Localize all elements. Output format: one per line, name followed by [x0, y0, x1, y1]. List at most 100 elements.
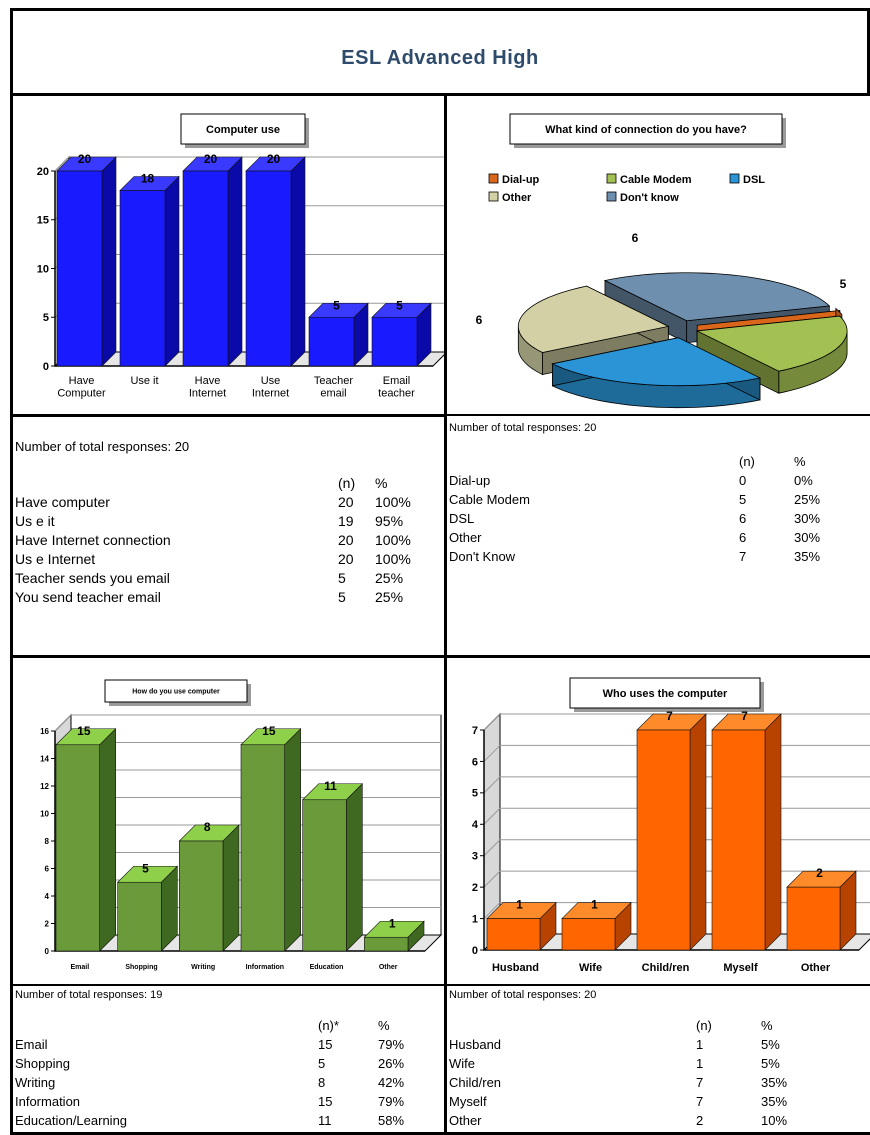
y-tick-label: 3	[472, 851, 478, 863]
cell-n: 7	[696, 1094, 704, 1109]
category-label: Other	[801, 962, 831, 974]
cell-label: Husband	[449, 1037, 502, 1052]
divider	[447, 984, 870, 986]
table-row: Other 2 10%	[449, 1111, 869, 1130]
computer-use-chart: Computer use0510152020HaveComputer18Use …	[37, 113, 444, 400]
y-tick-label: 12	[40, 782, 49, 791]
y-tick-label: 7	[472, 725, 478, 737]
data-label: 8	[204, 820, 211, 834]
pie-slice	[551, 337, 762, 387]
y-tick-label: 0	[45, 947, 50, 956]
table-row: Teacher sends you email 5 25%	[15, 569, 440, 588]
cell-pct: 42%	[378, 1075, 405, 1090]
data-label: 20	[78, 152, 92, 166]
table-row: Have computer 20 100%	[15, 493, 440, 512]
category-label: email	[320, 388, 346, 400]
cell-pct: 25%	[375, 570, 404, 586]
gridline-side	[483, 839, 501, 857]
category-label: Use it	[130, 375, 158, 387]
cell-pct: 35%	[761, 1075, 788, 1090]
data-label: 20	[267, 152, 281, 166]
data-label: 1	[389, 916, 396, 930]
category-label: Use	[261, 375, 281, 387]
cell-pct: 35%	[761, 1094, 788, 1109]
cell-n: 15	[318, 1037, 333, 1052]
chart-title: Computer use	[206, 124, 280, 136]
cell-n: 5	[338, 589, 346, 605]
chart-title: How do you use computer	[132, 688, 220, 695]
cell-label: DSL	[449, 511, 475, 526]
bar-side	[227, 156, 243, 367]
cell-n: 15	[318, 1094, 333, 1109]
who-uses-chart: Who uses the computer 0 1 2 3 4 5 6 7 1 Husband 1 Wi…	[472, 677, 870, 974]
table-row: Shopping 5 26%	[15, 1054, 440, 1073]
category-label: Email	[383, 375, 411, 387]
cell-label: Wife	[449, 1056, 475, 1071]
cell-pct: 58%	[378, 1113, 405, 1128]
connection-pie-chart: What kind of connection do you have? Dial…	[476, 113, 848, 409]
y-tick-label: 0	[472, 945, 478, 957]
y-tick-label: 16	[40, 727, 49, 736]
y-tick-label: 4	[45, 892, 50, 901]
cell-label: Education/Learning	[15, 1113, 128, 1128]
data-label: 1	[591, 898, 598, 912]
pie-slice	[517, 285, 670, 353]
col-n-header: (n)	[739, 454, 755, 469]
category-label: Wife	[579, 962, 602, 974]
table-row: Myself 7 35%	[449, 1092, 869, 1111]
cell-label: Have Internet connection	[15, 532, 171, 548]
col-pct-header: %	[794, 454, 806, 469]
responses-count: Number of total responses: 20	[15, 439, 190, 454]
data-label: 1	[516, 898, 523, 912]
y-tick-label: 5	[472, 788, 478, 800]
gridline-side	[54, 156, 70, 172]
gridline-side	[483, 902, 501, 919]
panel-computer-use: Computer use 0 5 10 15 20 20 Have Computer 18 Use …	[10, 93, 447, 658]
bar-side	[164, 175, 180, 367]
cell-label: Us e Internet	[15, 551, 96, 567]
report-header: ESL Advanced High	[10, 8, 870, 96]
responses-count: Number of total responses: 19	[15, 989, 163, 1001]
cell-n: 5	[739, 492, 747, 507]
cell-pct: 5%	[761, 1056, 780, 1071]
computer-use-table: (n)% Have computer 20 100% Us e it 19 95% Have…	[15, 474, 440, 607]
category-label: teacher	[378, 388, 415, 400]
y-tick-label: 1	[472, 913, 478, 925]
cell-pct: 30%	[794, 511, 821, 526]
responses-count: Number of total responses: 20	[449, 989, 597, 1001]
y-tick-label: 6	[472, 756, 478, 768]
bar-side	[101, 156, 117, 367]
bar	[182, 170, 229, 367]
data-label: 7	[741, 709, 748, 723]
bar	[364, 936, 409, 952]
bar	[119, 190, 166, 367]
cell-label: You send teacher email	[15, 589, 161, 605]
table-row: Other 6 30%	[449, 528, 869, 547]
data-label: 15	[262, 724, 276, 738]
y-tick-label: 14	[40, 754, 49, 763]
category-label: Have	[195, 375, 221, 387]
y-tick-label: 10	[37, 263, 49, 275]
chart-title: What kind of connection do you have?	[545, 124, 747, 136]
data-label: 6	[476, 313, 483, 327]
cell-n: 1	[696, 1037, 704, 1052]
y-tick-label: 6	[45, 864, 50, 873]
cell-label: Information	[15, 1094, 81, 1109]
bar	[371, 316, 418, 367]
cell-pct: 0%	[794, 473, 813, 488]
cell-n: 5	[318, 1056, 326, 1071]
data-label: 5	[142, 861, 149, 875]
category-label: Internet	[189, 388, 226, 400]
table-row: Us e it 19 95%	[15, 512, 440, 531]
col-pct-header: %	[761, 1018, 773, 1033]
cell-pct: 10%	[761, 1113, 788, 1128]
table-row: Don't Know 7 35%	[449, 547, 869, 566]
cell-label: Have computer	[15, 494, 110, 510]
cell-label: Don't Know	[449, 549, 516, 564]
category-label: Information	[246, 964, 285, 971]
gridline-side	[483, 807, 501, 825]
bar	[117, 881, 162, 952]
cell-n: 6	[739, 530, 747, 545]
chart-title-box	[509, 113, 783, 145]
